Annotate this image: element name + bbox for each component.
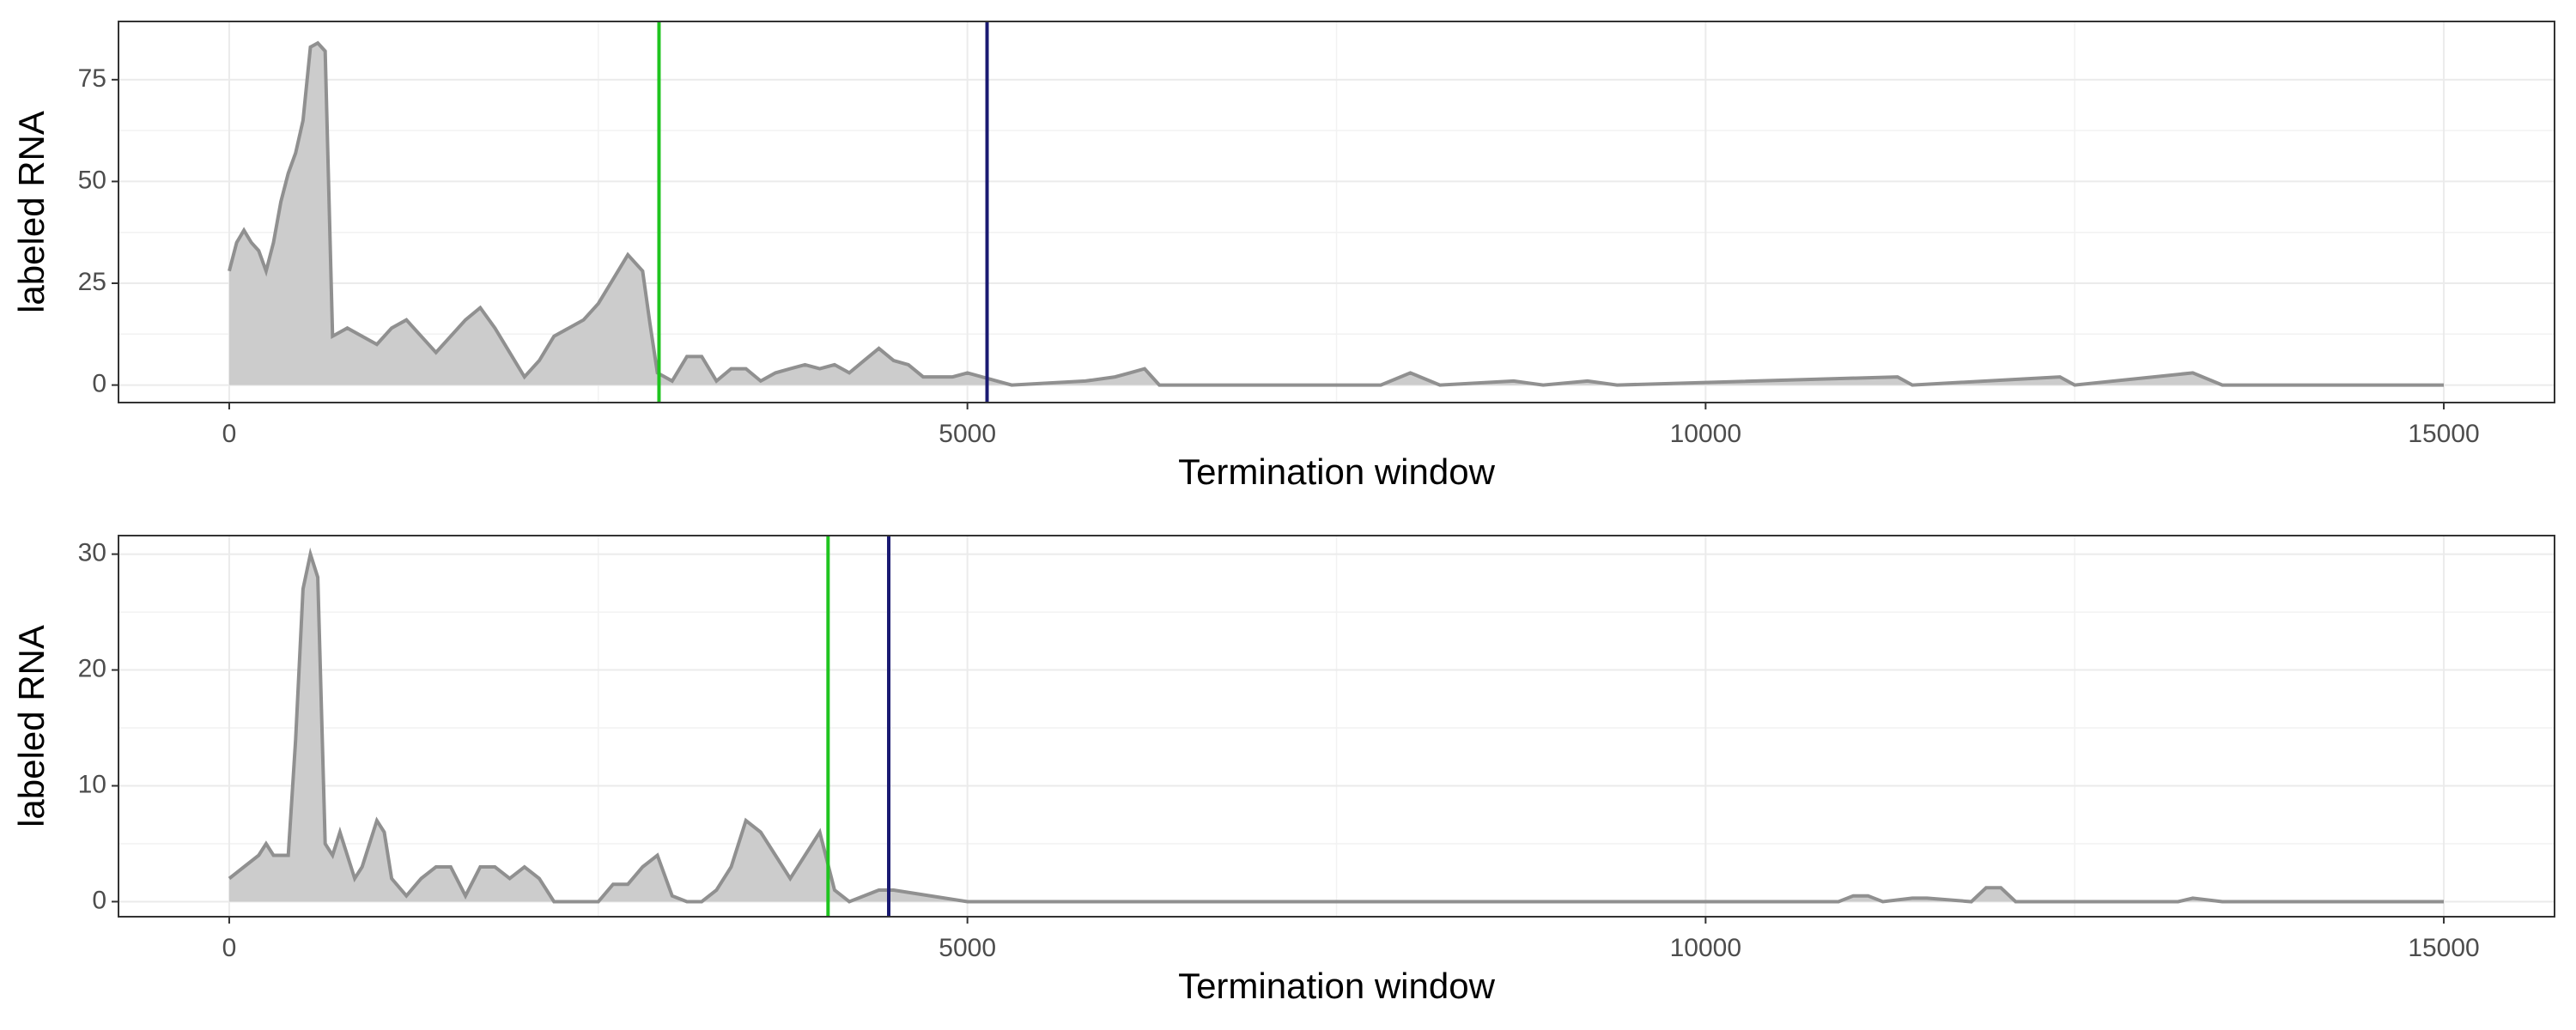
y-tick-label: 25 — [78, 268, 106, 296]
y-tick-label: 10 — [78, 770, 106, 798]
x-tick-label: 15000 — [2408, 934, 2479, 962]
area-line — [228, 547, 2444, 904]
x-tick-label: 5000 — [939, 420, 996, 448]
y-tick-label: 30 — [78, 539, 106, 567]
y-tick-label: 0 — [92, 886, 106, 914]
x-tick-label: 0 — [222, 934, 237, 962]
x-axis-title: Termination window — [1178, 966, 1496, 1006]
x-tick-label: 0 — [222, 420, 237, 448]
y-axis-title: labeled RNA — [11, 111, 52, 313]
y-tick-label: 75 — [78, 64, 106, 93]
y-tick-label: 0 — [92, 370, 106, 398]
x-tick-label: 10000 — [1670, 934, 1741, 962]
x-tick-label: 5000 — [939, 934, 996, 962]
y-axis-title: labeled RNA — [11, 625, 52, 827]
plot-border — [118, 535, 2555, 918]
x-tick-label: 10000 — [1670, 420, 1741, 448]
x-axis-title: Termination window — [1178, 451, 1496, 492]
area-fill — [228, 43, 2445, 385]
y-tick-label: 50 — [78, 166, 106, 194]
plot-border — [118, 21, 2555, 403]
y-tick-label: 20 — [78, 654, 106, 682]
area-line — [228, 40, 2444, 387]
x-tick-label: 15000 — [2408, 420, 2479, 448]
